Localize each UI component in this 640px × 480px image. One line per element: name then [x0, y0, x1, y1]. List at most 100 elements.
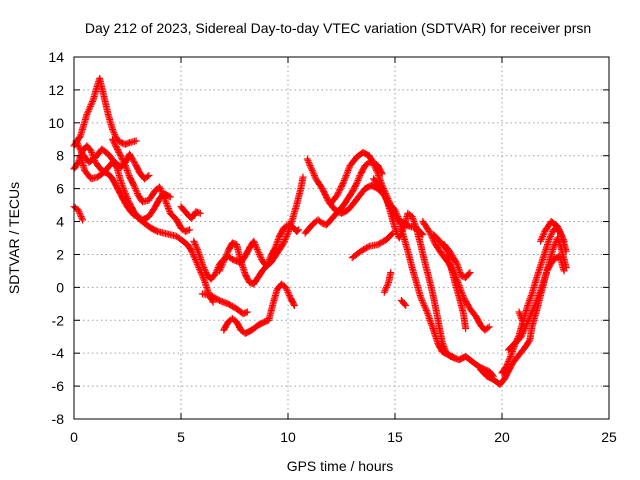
y-tick-label: 4	[56, 214, 64, 230]
data-point-marker	[348, 194, 362, 209]
data-point-marker	[468, 357, 481, 369]
data-point-marker	[254, 247, 266, 263]
data-point-marker	[376, 183, 390, 201]
data-point-marker	[126, 173, 137, 188]
data-point-marker	[117, 191, 129, 206]
chart-title: Day 212 of 2023, Sidereal Day-to-day VTE…	[85, 20, 591, 36]
data-point-marker	[457, 272, 468, 281]
data-point-marker	[181, 208, 192, 219]
data-point-marker	[519, 320, 527, 328]
data-point-marker	[462, 270, 473, 281]
data-point-marker	[314, 216, 325, 226]
data-point-marker	[115, 148, 129, 168]
data-point-marker	[109, 135, 122, 155]
data-point-marker	[85, 154, 98, 166]
data-point-marker	[543, 257, 557, 275]
data-point-marker	[134, 214, 147, 226]
data-point-marker	[220, 249, 231, 265]
data-point-marker	[130, 208, 141, 221]
data-point-marker	[355, 186, 368, 201]
data-point-marker	[537, 229, 548, 245]
data-point-marker	[412, 278, 424, 300]
series-18	[397, 297, 410, 309]
data-point-marker	[545, 227, 557, 244]
data-point-marker	[440, 241, 454, 255]
data-point-marker	[532, 264, 544, 283]
data-point-marker	[188, 209, 199, 222]
series-10	[220, 280, 298, 337]
data-point-marker	[186, 226, 194, 234]
x-tick-labels: 0 5 10 15 20 25	[70, 429, 617, 445]
data-point-marker	[333, 180, 347, 199]
data-point-marker	[522, 337, 533, 351]
data-point-marker	[166, 193, 174, 201]
data-point-marker	[173, 232, 184, 242]
data-point-marker	[301, 225, 312, 237]
data-point-marker	[100, 165, 111, 176]
data-point-marker	[134, 191, 146, 204]
data-point-marker	[83, 97, 96, 119]
data-point-marker	[228, 239, 239, 248]
data-point-marker	[280, 231, 291, 247]
data-point-marker	[224, 300, 239, 312]
data-point-marker	[74, 206, 84, 217]
data-point-marker	[254, 319, 267, 329]
data-point-marker	[81, 167, 94, 181]
series-3	[72, 137, 153, 183]
data-point-marker	[391, 206, 403, 222]
data-point-marker	[421, 259, 433, 281]
data-point-marker	[220, 319, 231, 334]
x-tick-label: 25	[601, 429, 617, 445]
y-tick-label: 6	[56, 181, 64, 197]
data-point-marker	[524, 292, 535, 309]
data-point-marker	[126, 150, 139, 168]
data-point-marker	[485, 323, 493, 331]
series-14	[327, 148, 497, 380]
data-point-marker	[265, 302, 277, 324]
data-point-marker	[275, 226, 287, 240]
data-point-marker	[290, 302, 298, 309]
data-point-marker	[455, 293, 467, 316]
data-point-marker	[177, 203, 188, 214]
data-point-marker	[530, 288, 544, 311]
data-point-marker	[275, 240, 287, 253]
data-point-marker	[451, 354, 459, 362]
data-point-marker	[156, 183, 167, 199]
data-point-marker	[96, 74, 108, 99]
data-point-marker	[434, 339, 445, 354]
data-point-marker	[346, 155, 359, 170]
data-point-marker	[177, 224, 188, 234]
series-21	[440, 241, 474, 281]
data-point-marker	[91, 158, 105, 173]
data-point-marker	[261, 317, 271, 326]
data-point-marker	[417, 293, 430, 314]
data-point-marker	[254, 268, 265, 281]
y-tick-label: 12	[48, 82, 64, 98]
data-point-marker	[104, 111, 116, 132]
data-point-marker	[121, 199, 133, 213]
y-tick-label: 0	[56, 279, 64, 295]
data-point-marker	[462, 325, 470, 332]
data-point-marker	[173, 216, 184, 231]
data-point-marker	[258, 263, 269, 275]
data-point-marker	[248, 322, 261, 334]
data-point-marker	[132, 137, 140, 145]
data-point-marker	[297, 175, 307, 193]
data-point-marker	[305, 220, 317, 232]
data-point-marker	[243, 308, 251, 316]
data-point-marker	[477, 366, 490, 379]
data-point-marker	[233, 241, 244, 263]
data-point-marker	[361, 159, 372, 170]
data-point-marker	[263, 254, 274, 270]
data-point-marker	[460, 293, 473, 311]
data-point-marker	[160, 193, 174, 216]
y-axis-label: SDTVAR / TECUs	[6, 182, 22, 294]
y-tick-label: -2	[52, 312, 65, 328]
ticks	[73, 56, 610, 420]
data-point-marker	[537, 269, 550, 295]
x-tick-label: 15	[387, 429, 403, 445]
series-6	[70, 203, 87, 224]
data-point-marker	[327, 193, 340, 207]
series-5	[109, 135, 194, 235]
data-point-marker	[562, 247, 570, 255]
